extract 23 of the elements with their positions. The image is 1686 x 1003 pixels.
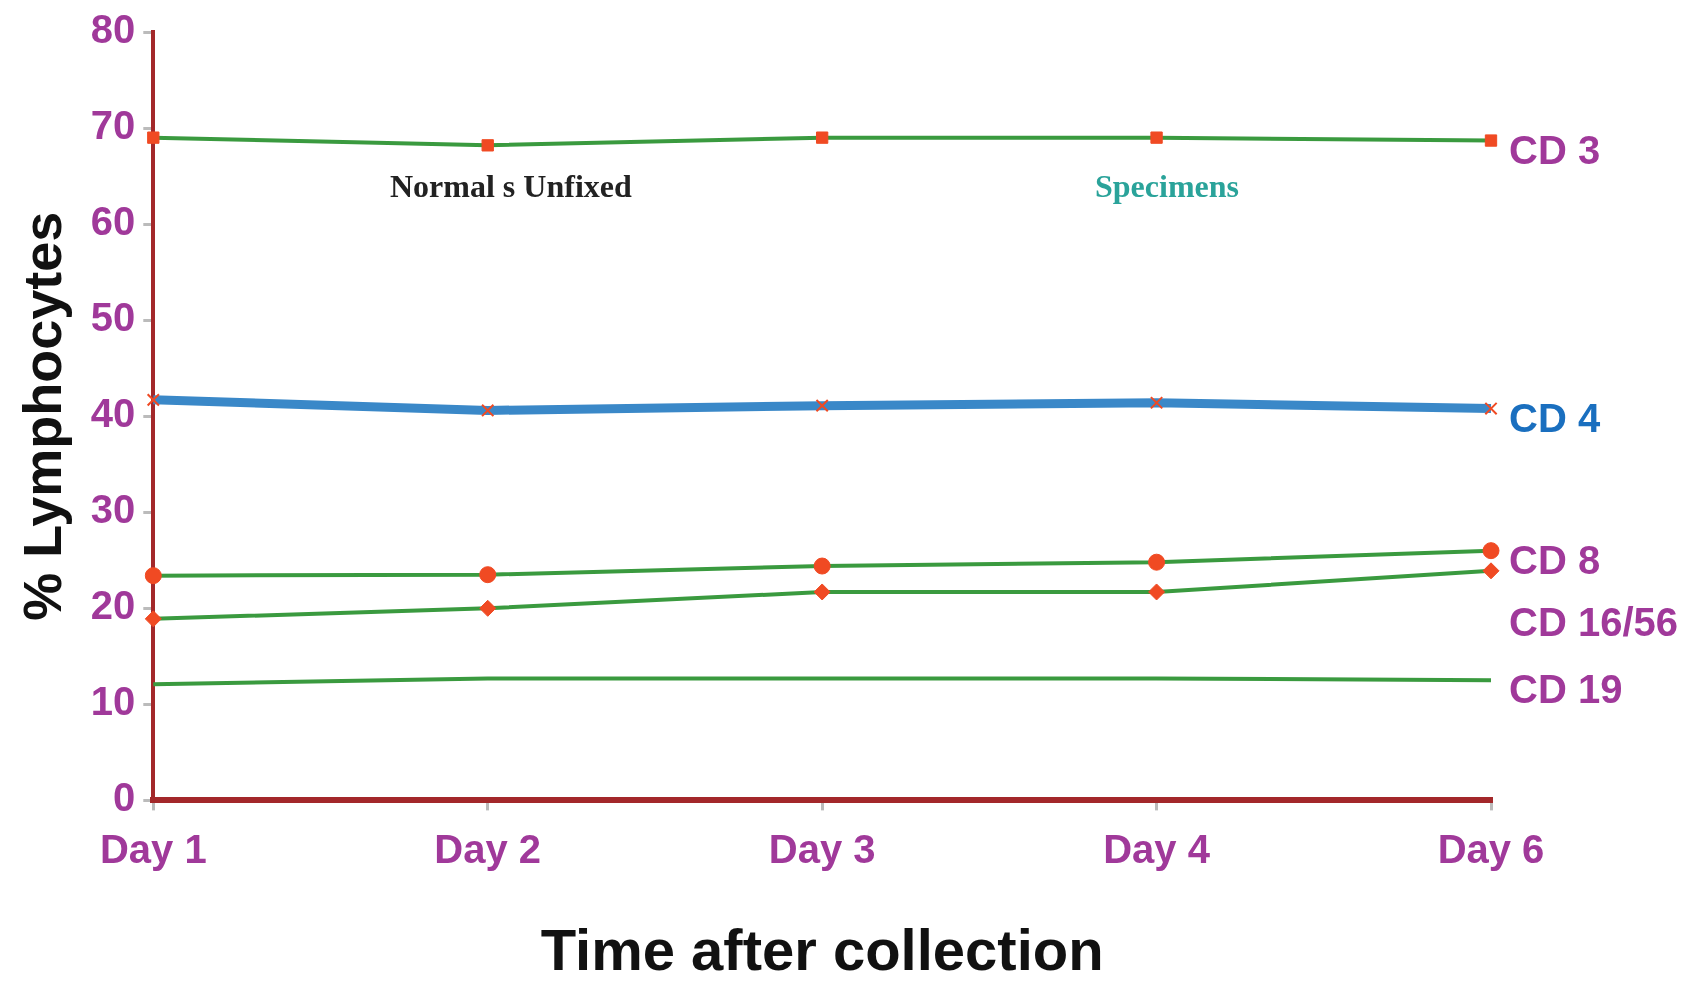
x-tick-label: Day 4 bbox=[1103, 827, 1211, 872]
series-label: CD 19 bbox=[1509, 667, 1623, 712]
y-tick-label: 60 bbox=[90, 199, 136, 244]
annotation: Specimens bbox=[1095, 168, 1239, 205]
x-tick-label: Day 3 bbox=[768, 827, 876, 872]
series-label: CD 8 bbox=[1509, 537, 1601, 582]
x-tick-label: Day 6 bbox=[1437, 827, 1545, 872]
y-tick-label: 80 bbox=[90, 7, 136, 52]
y-axis-title: % Lymphocytes bbox=[12, 211, 73, 621]
y-tick-label: 10 bbox=[90, 679, 136, 724]
series-label: CD 16/56 bbox=[1509, 599, 1678, 644]
y-tick-label: 20 bbox=[90, 583, 136, 628]
x-tick-label: Day 2 bbox=[434, 827, 542, 872]
y-tick-label: 30 bbox=[90, 487, 136, 532]
x-axis-title: Time after collection bbox=[540, 917, 1104, 983]
series-label: CD 4 bbox=[1509, 395, 1601, 440]
y-tick-label: 0 bbox=[113, 775, 136, 820]
y-tick-label: 50 bbox=[90, 295, 136, 340]
y-tick-label: 40 bbox=[90, 391, 136, 436]
annotation: Normal s Unfixed bbox=[390, 168, 632, 205]
series-label: CD 3 bbox=[1509, 127, 1601, 172]
x-tick-label: Day 1 bbox=[99, 827, 207, 872]
y-tick-label: 70 bbox=[90, 103, 136, 148]
